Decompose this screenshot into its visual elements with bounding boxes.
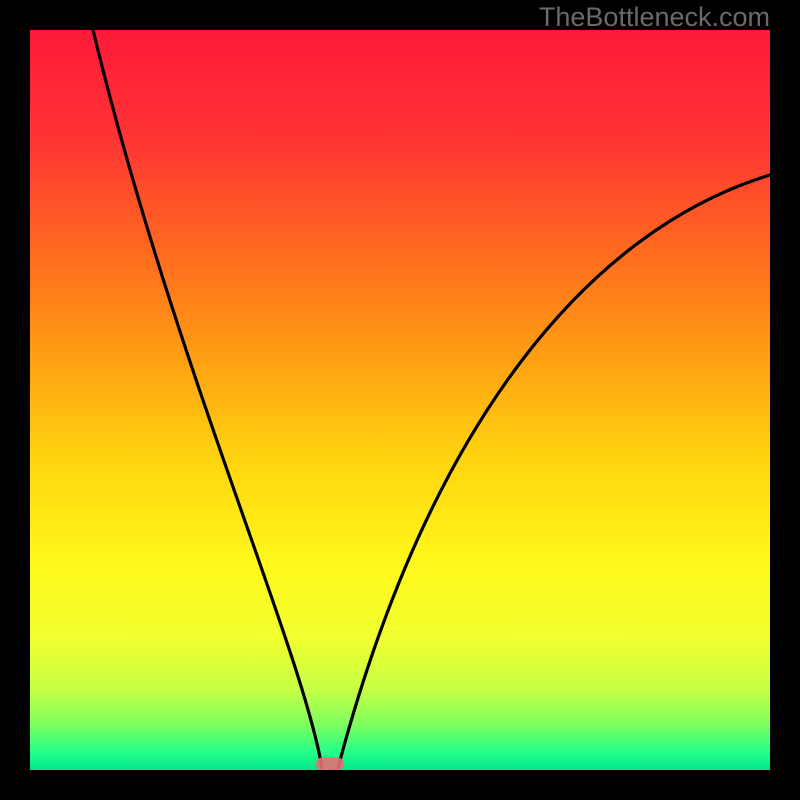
bottleneck-chart (0, 0, 800, 800)
watermark-text: TheBottleneck.com (539, 2, 770, 33)
chart-frame: TheBottleneck.com (0, 0, 800, 800)
gradient-background (30, 30, 770, 770)
optimal-point-marker (316, 758, 344, 771)
